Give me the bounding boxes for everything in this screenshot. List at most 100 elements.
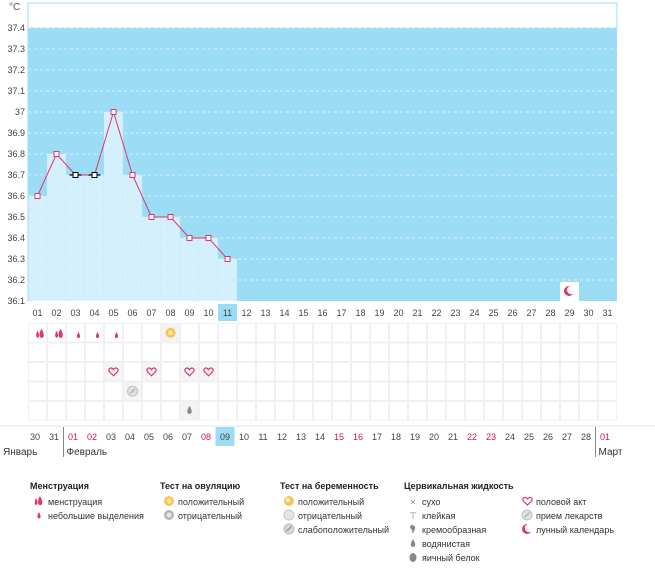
calendar-date-label: 24 <box>505 432 515 442</box>
event-cell <box>66 381 85 401</box>
watery-icon <box>187 405 192 414</box>
event-cell <box>427 323 446 343</box>
event-cell <box>180 381 199 401</box>
calendar-date-label: 01 <box>600 432 610 442</box>
day-label: 07 <box>146 308 156 318</box>
event-cell <box>465 362 484 382</box>
calendar-today-highlight <box>215 427 235 446</box>
calendar-date-label: 30 <box>30 432 40 442</box>
temperature-bar <box>28 196 47 301</box>
event-cell <box>541 381 560 401</box>
event-cell <box>370 401 389 421</box>
y-tick-label: 36.6 <box>7 191 25 201</box>
event-cell <box>332 342 351 362</box>
event-cell <box>522 323 541 343</box>
event-cell <box>484 342 503 362</box>
temperature-bar <box>218 259 237 301</box>
calendar-date-label: 03 <box>106 432 116 442</box>
calendar-date-label: 17 <box>372 432 382 442</box>
legend-item: водянистая <box>404 537 514 551</box>
event-cell <box>161 342 180 362</box>
day-label: 08 <box>165 308 175 318</box>
temperature-bar <box>85 175 104 301</box>
calendar-date-label: 14 <box>315 432 325 442</box>
event-cell <box>199 323 218 343</box>
day-label: 15 <box>298 308 308 318</box>
event-cell <box>294 362 313 382</box>
event-cell <box>598 342 617 362</box>
event-cell <box>427 381 446 401</box>
temperature-point <box>110 109 117 115</box>
heart-icon <box>203 367 214 377</box>
event-cell <box>389 381 408 401</box>
heavy-drops-icon <box>36 328 44 338</box>
light-drop-icon <box>114 331 119 338</box>
day-label: 21 <box>412 308 422 318</box>
legend-item: кремообразная <box>404 523 514 537</box>
event-cell <box>484 323 503 343</box>
event-cell <box>161 401 180 421</box>
day-label: 27 <box>526 308 536 318</box>
light-drop-icon <box>95 331 100 338</box>
event-cell <box>218 342 237 362</box>
event-cell <box>332 362 351 382</box>
legend-label: кремообразная <box>422 525 487 535</box>
calendar-date-label: 26 <box>543 432 553 442</box>
drop <box>58 328 63 338</box>
heavy-drops-icon <box>30 495 48 509</box>
day-label: 29 <box>564 308 574 318</box>
calendar-date-label: 02 <box>87 432 97 442</box>
event-cell <box>47 362 66 382</box>
drop <box>55 330 59 338</box>
event-cell <box>522 381 541 401</box>
event-cell <box>598 323 617 343</box>
event-cell <box>579 323 598 343</box>
intercourse-cell <box>200 363 217 381</box>
event-cell <box>351 401 370 421</box>
legend-label: прием лекарств <box>536 511 603 521</box>
event-cell <box>389 323 408 343</box>
event-cell <box>598 381 617 401</box>
day-label: 31 <box>602 308 612 318</box>
temperature-bar <box>47 154 66 301</box>
event-cell <box>408 381 427 401</box>
legend-label: сухо <box>422 497 441 507</box>
day-label: 16 <box>317 308 327 318</box>
temperature-point <box>129 172 136 178</box>
event-cell <box>123 401 142 421</box>
legend-label: положительный <box>178 497 245 507</box>
event-cell <box>408 362 427 382</box>
event-cell <box>180 323 199 343</box>
heart-icon <box>146 367 157 377</box>
egg-white-icon <box>404 551 422 565</box>
event-cell <box>484 401 503 421</box>
legend-cervical-title: Цервикальная жидкость <box>404 481 514 491</box>
watery-icon <box>404 537 422 551</box>
event-cell <box>541 401 560 421</box>
event-cell <box>522 362 541 382</box>
calendar-date-label: 28 <box>581 432 591 442</box>
day-label: 11 <box>223 308 232 318</box>
event-cell <box>28 362 47 382</box>
drop <box>39 328 44 338</box>
event-cell <box>104 323 123 343</box>
event-cell <box>275 323 294 343</box>
event-cell <box>370 362 389 382</box>
calendar-date-label: 05 <box>144 432 154 442</box>
event-cell <box>503 323 522 343</box>
heart-icon <box>518 496 536 508</box>
day-label: 12 <box>241 308 251 318</box>
legend-item: прием лекарств <box>518 509 614 523</box>
event-cell <box>465 342 484 362</box>
selected-day-highlight <box>218 304 237 321</box>
intercourse-cell <box>143 363 160 381</box>
event-cell <box>313 401 332 421</box>
event-cell <box>427 362 446 382</box>
event-cell <box>389 401 408 421</box>
event-cell <box>598 362 617 382</box>
temperature-point <box>91 172 98 178</box>
ovulation-positive-center <box>168 330 173 336</box>
event-cell <box>560 381 579 401</box>
y-tick-label: 36.2 <box>7 275 25 285</box>
event-cell <box>85 381 104 401</box>
